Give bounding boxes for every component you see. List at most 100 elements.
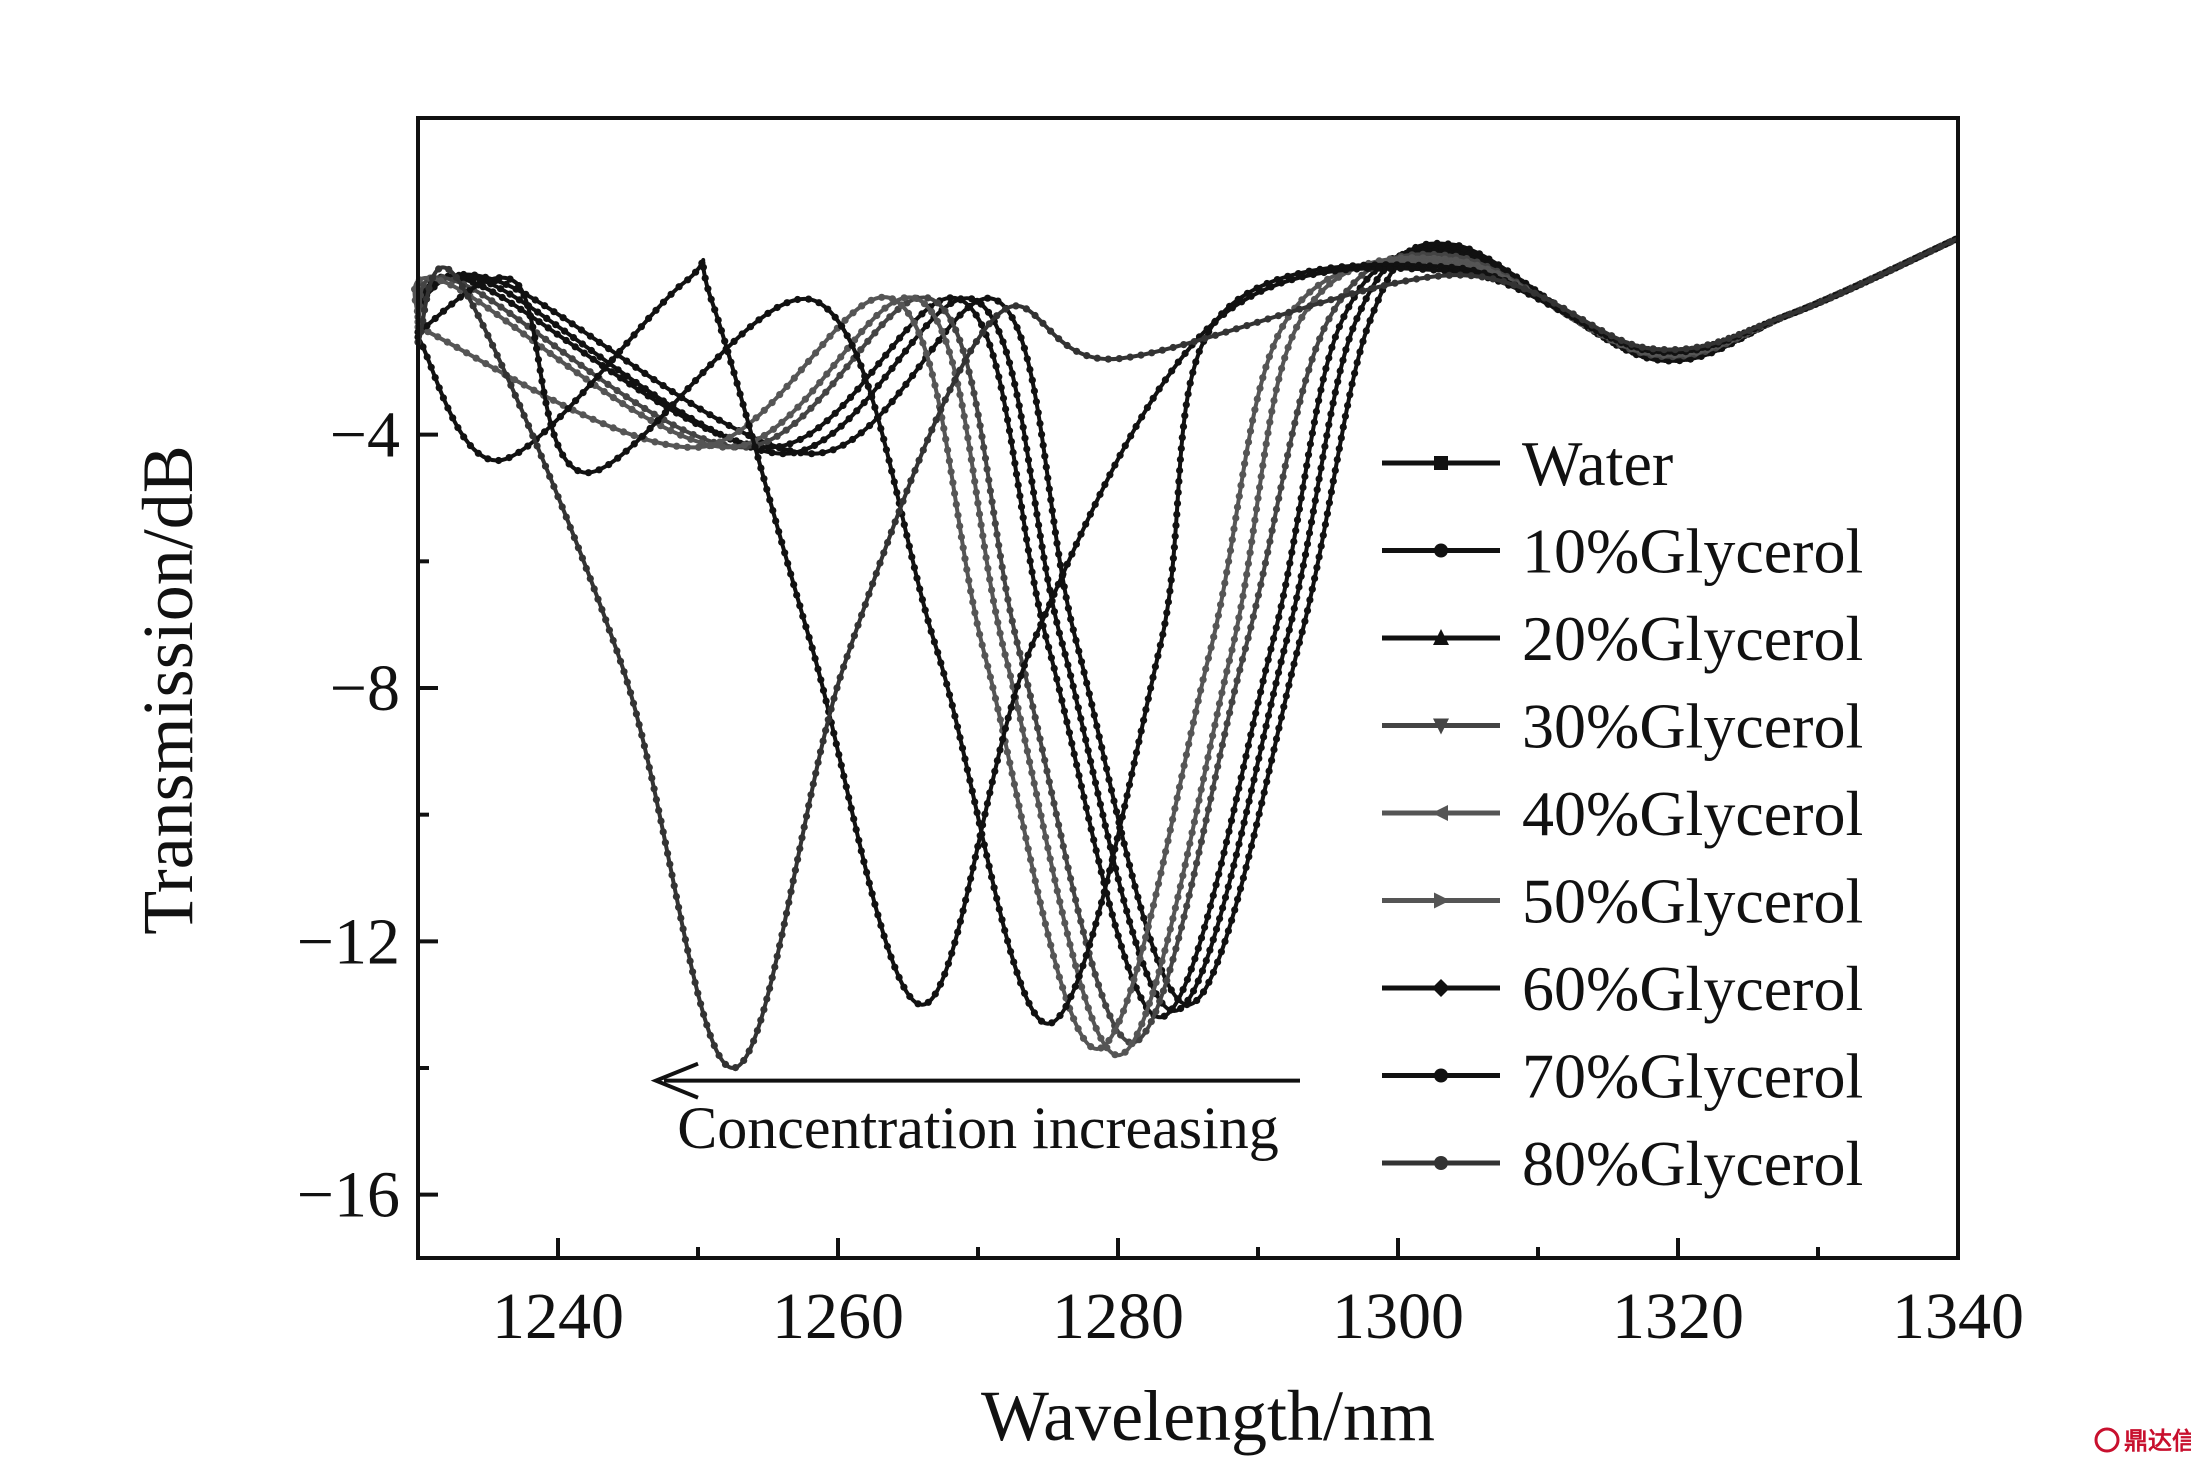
series-marker bbox=[1162, 848, 1170, 856]
series-marker bbox=[1331, 333, 1339, 341]
series-marker bbox=[1016, 492, 1024, 500]
series-marker bbox=[748, 432, 756, 440]
series-marker bbox=[1167, 576, 1175, 584]
legend-marker bbox=[1434, 1068, 1448, 1083]
series-marker bbox=[1714, 338, 1722, 346]
series-marker bbox=[996, 552, 1005, 560]
series-marker bbox=[502, 280, 510, 288]
series-marker bbox=[694, 989, 702, 997]
series-marker bbox=[1321, 520, 1329, 529]
series-marker bbox=[889, 343, 897, 351]
series-marker bbox=[1284, 343, 1292, 352]
series-marker bbox=[1397, 264, 1405, 272]
series-marker bbox=[1194, 977, 1202, 985]
series-marker bbox=[755, 316, 763, 324]
series-marker bbox=[1151, 663, 1159, 671]
series-marker bbox=[978, 321, 986, 329]
series-marker bbox=[1115, 1017, 1123, 1025]
series-marker bbox=[1320, 325, 1328, 333]
series-marker bbox=[988, 586, 996, 594]
series-marker bbox=[1147, 912, 1155, 920]
series-marker bbox=[1169, 554, 1177, 562]
series-marker bbox=[857, 429, 865, 437]
series-marker bbox=[794, 403, 802, 411]
series-marker bbox=[832, 740, 840, 748]
series-marker bbox=[692, 419, 700, 428]
series-marker bbox=[1095, 857, 1103, 865]
series-marker bbox=[1057, 832, 1065, 840]
series-marker bbox=[669, 401, 677, 409]
series-marker bbox=[578, 340, 587, 348]
series-marker bbox=[645, 763, 653, 772]
series-marker bbox=[1223, 568, 1231, 576]
series-marker bbox=[974, 411, 982, 419]
series-marker bbox=[531, 296, 539, 304]
series-marker bbox=[1927, 247, 1935, 255]
series-marker bbox=[843, 652, 851, 661]
series-marker bbox=[1149, 901, 1158, 909]
series-marker bbox=[644, 392, 652, 400]
series-marker bbox=[995, 905, 1003, 913]
series-marker bbox=[994, 618, 1002, 627]
series-marker bbox=[961, 555, 969, 563]
series-marker bbox=[1069, 885, 1077, 893]
series-marker bbox=[687, 399, 695, 407]
series-marker bbox=[1053, 675, 1061, 683]
y-tick-label: −16 bbox=[297, 1159, 400, 1232]
series-marker bbox=[1441, 267, 1449, 275]
series-marker bbox=[800, 446, 809, 454]
series-marker bbox=[778, 931, 786, 939]
series-marker bbox=[1061, 650, 1069, 658]
series-marker bbox=[1012, 302, 1020, 310]
series-marker bbox=[1093, 354, 1101, 362]
series-marker bbox=[1510, 281, 1518, 289]
series-marker bbox=[1026, 365, 1034, 374]
series-marker bbox=[886, 313, 894, 321]
series-marker bbox=[602, 616, 610, 624]
series-marker bbox=[1258, 799, 1266, 807]
series-marker bbox=[435, 384, 443, 392]
legend-label: 40%Glycerol bbox=[1522, 778, 1863, 849]
series-marker bbox=[1178, 772, 1186, 780]
series-marker bbox=[1827, 294, 1835, 302]
series-marker bbox=[1110, 797, 1118, 805]
series-marker bbox=[1257, 287, 1265, 295]
series-marker bbox=[799, 612, 807, 620]
series-marker bbox=[942, 337, 950, 346]
series-marker bbox=[1197, 934, 1206, 942]
series-marker bbox=[1086, 510, 1094, 518]
series-marker bbox=[864, 337, 872, 345]
series-marker bbox=[814, 758, 822, 767]
series-marker bbox=[1017, 412, 1025, 421]
series-marker bbox=[1158, 957, 1166, 965]
series-marker bbox=[1042, 632, 1050, 641]
series-marker bbox=[1028, 478, 1036, 486]
series-marker bbox=[1166, 925, 1174, 933]
series-marker bbox=[1090, 836, 1098, 844]
series-marker bbox=[891, 518, 899, 526]
series-marker bbox=[971, 477, 979, 485]
series-marker bbox=[1091, 779, 1100, 787]
series-marker bbox=[935, 336, 943, 344]
series-marker bbox=[584, 469, 593, 477]
series-marker bbox=[672, 893, 681, 901]
series-marker bbox=[995, 373, 1003, 381]
series-marker bbox=[550, 431, 558, 439]
series-marker bbox=[1004, 661, 1012, 670]
series-marker bbox=[554, 493, 562, 501]
series-marker bbox=[794, 295, 802, 304]
series-marker bbox=[907, 477, 915, 485]
series-marker bbox=[1220, 678, 1228, 686]
series-marker bbox=[1117, 886, 1125, 894]
series-marker bbox=[1370, 306, 1378, 314]
series-marker bbox=[669, 421, 678, 429]
series-marker bbox=[1219, 904, 1227, 912]
series-marker bbox=[1216, 915, 1224, 923]
series-marker bbox=[1024, 546, 1032, 554]
series-marker bbox=[1245, 797, 1253, 805]
series-marker bbox=[1180, 762, 1188, 770]
series-marker bbox=[1023, 445, 1031, 453]
series-marker bbox=[830, 729, 838, 737]
series-marker bbox=[836, 673, 844, 682]
series-marker bbox=[1292, 527, 1300, 535]
